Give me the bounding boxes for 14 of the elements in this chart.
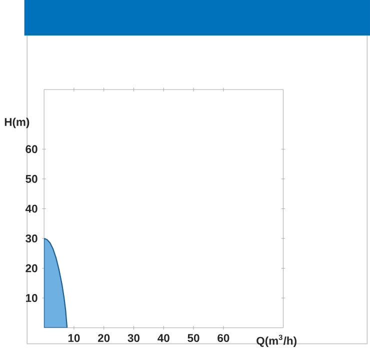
y-tick-label: 50 [26, 174, 38, 183]
x-tick-label: 30 [128, 334, 140, 342]
x-tick-label: 40 [158, 334, 170, 342]
x-tick-label: 50 [188, 334, 200, 342]
x-tick-label: 10 [68, 334, 80, 342]
y-tick-label: 40 [25, 204, 38, 213]
y-tick-label: 30 [26, 234, 38, 242]
x-tick-label: 20 [98, 334, 110, 342]
x-axis-title: Q(m$^{3}$/h) [256, 334, 296, 347]
y-tick-label: 60 [26, 145, 38, 154]
y-axis-title: H(m) [4, 118, 30, 128]
y-tick-label: 20 [26, 264, 38, 272]
y-tick-label: 10 [26, 294, 38, 302]
x-tick-label: 60 [218, 334, 230, 342]
